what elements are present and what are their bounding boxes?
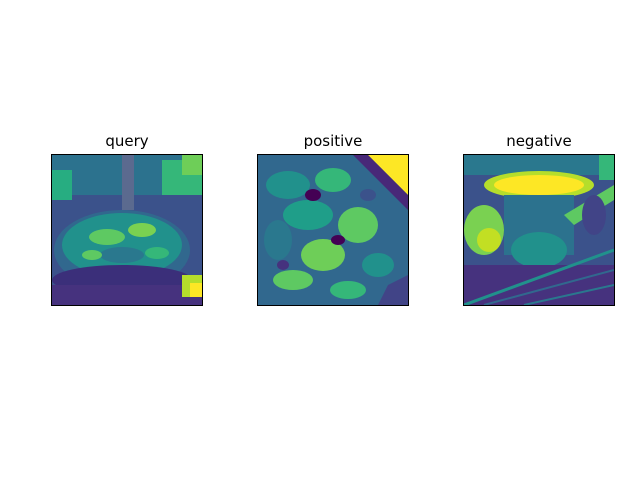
query-title: query: [105, 132, 149, 150]
positive-title: positive: [303, 132, 363, 150]
query-image-svg: [52, 155, 202, 305]
negative-title: negative: [506, 132, 572, 150]
negative-image: [463, 154, 615, 306]
positive-panel: positive: [257, 130, 409, 306]
negative-panel: negative: [463, 130, 615, 306]
query-panel: query: [51, 130, 203, 306]
positive-image-svg: [258, 155, 408, 305]
negative-image-svg: [464, 155, 614, 305]
query-image: [51, 154, 203, 306]
positive-image: [257, 154, 409, 306]
